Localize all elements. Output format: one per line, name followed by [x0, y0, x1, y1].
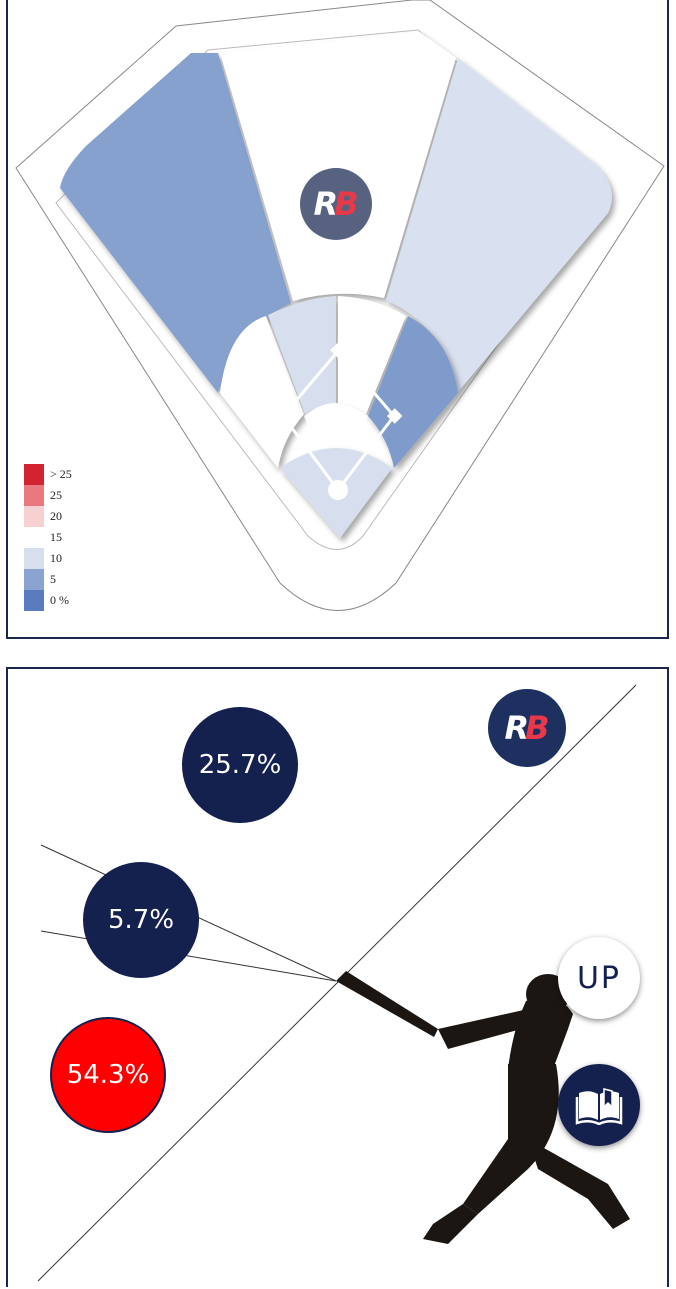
bubble-low-angle-value: 54.3%: [66, 1060, 150, 1090]
home-plate: [328, 480, 348, 500]
legend-swatch: [24, 527, 44, 548]
legend-label: 20: [50, 509, 62, 523]
legend-label: 0 %: [50, 593, 69, 607]
outer-fence: [15, 0, 665, 611]
legend-swatch: [24, 590, 44, 611]
bubble-mid-angle: 5.7%: [83, 862, 199, 978]
zone-infield-center-right: [338, 296, 406, 414]
heat-legend: > 25 25 20 15 10 5 0 %: [24, 464, 72, 611]
legend-swatch: [24, 569, 44, 590]
infield-inner-arc: [304, 403, 368, 430]
launch-angle-lines: [37, 684, 637, 1282]
legend-swatch: [24, 464, 44, 485]
zone-infield-left: [220, 316, 304, 468]
bubble-high-angle-value: 25.7%: [198, 750, 282, 780]
scroll-up-label: UP: [576, 960, 622, 996]
legend-swatch: [24, 485, 44, 506]
scroll-up-button[interactable]: UP: [558, 937, 640, 1019]
logo-letter-r: R: [504, 709, 530, 747]
batter-silhouette: [336, 971, 630, 1244]
legend-swatch: [24, 548, 44, 569]
legend-label: 5: [50, 572, 56, 586]
spray-chart-field: > 25 25 20 15 10 5 0 %: [15, 0, 665, 611]
diagonal-line: [37, 684, 637, 1282]
zone-outfield-left: [60, 53, 291, 393]
bubble-low-angle: 54.3%: [50, 1017, 166, 1133]
legend-swatch: [24, 506, 44, 527]
logo-letter-r: R: [313, 185, 339, 223]
open-book-icon: [575, 1088, 623, 1125]
bubble-high-angle: 25.7%: [182, 707, 298, 823]
legend-label: > 25: [50, 467, 72, 481]
bubble-mid-angle-value: 5.7%: [107, 905, 175, 935]
legend-label: 15: [50, 530, 62, 544]
guide-button[interactable]: [558, 1064, 640, 1146]
zone-outfield-right: [386, 58, 612, 393]
logo-letter-b: B: [525, 709, 550, 747]
first-base: [386, 408, 403, 424]
legend-label: 25: [50, 488, 62, 502]
legend-label: 10: [50, 551, 62, 565]
zone-infield-right: [368, 316, 458, 468]
zone-outfield-center: [220, 32, 456, 301]
logo-letter-b: B: [334, 185, 359, 223]
zone-infield-center-left: [268, 296, 336, 414]
second-base: [330, 342, 346, 359]
